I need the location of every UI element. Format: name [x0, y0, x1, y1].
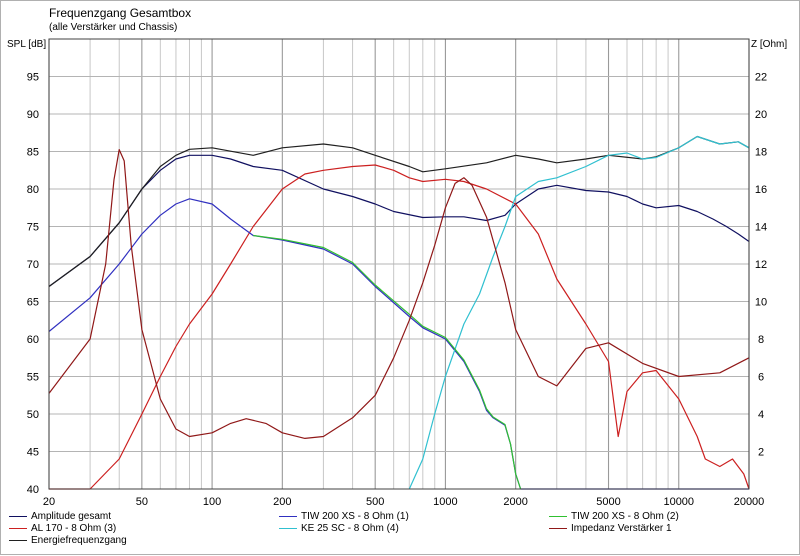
series-line-5	[408, 135, 750, 490]
legend-label: KE 25 SC - 8 Ohm (4)	[301, 523, 399, 534]
y-right-tick-label: 8	[758, 334, 764, 346]
y-left-tick-label: 85	[27, 147, 39, 159]
legend-label: Amplitude gesamt	[31, 511, 112, 522]
y-left-tick-label: 95	[27, 72, 39, 84]
legend-swatch	[9, 539, 27, 541]
series-layer	[48, 135, 750, 490]
legend-item: Amplitude gesamt	[9, 511, 111, 522]
legend-swatch	[549, 515, 567, 517]
x-tick-label: 2000	[503, 496, 527, 508]
y-right-tick-label: 4	[758, 409, 764, 421]
y-left-tick-label: 90	[27, 109, 39, 121]
axes: 20 50 100 200 500 1000 2000 5000 10000 2000040455…	[7, 38, 787, 508]
legend-item: TIW 200 XS - 8 Ohm (2)	[549, 511, 679, 522]
y-left-axis-label: SPL [dB]	[7, 39, 46, 50]
chart-title: Frequenzgang Gesamtbox	[49, 6, 192, 20]
y-left-tick-label: 70	[27, 259, 39, 271]
legend-item: TIW 200 XS - 8 Ohm (1)	[279, 511, 409, 522]
x-tick-label: 5000	[596, 496, 620, 508]
series-line-7	[48, 149, 750, 439]
x-tick-label: 50	[136, 496, 148, 508]
y-right-tick-label: 6	[758, 372, 764, 384]
legend-item: AL 170 - 8 Ohm (3)	[9, 523, 116, 534]
y-left-tick-label: 55	[27, 372, 39, 384]
legend-label: TIW 200 XS - 8 Ohm (1)	[301, 511, 409, 522]
legend-item: KE 25 SC - 8 Ohm (4)	[279, 523, 399, 534]
chart-subtitle: (alle Verstärker und Chassis)	[49, 22, 178, 33]
x-tick-label: 500	[366, 496, 384, 508]
x-tick-label: 100	[203, 496, 221, 508]
y-right-tick-label: 12	[755, 259, 767, 271]
y-right-axis-label: Z [Ohm]	[751, 39, 787, 50]
legend-label: Impedanz Verstärker 1	[571, 523, 672, 534]
x-tick-label: 200	[273, 496, 291, 508]
legend-swatch	[9, 515, 27, 517]
legend-item: Impedanz Verstärker 1	[549, 523, 672, 534]
x-tick-label: 1000	[433, 496, 457, 508]
y-left-tick-label: 45	[27, 447, 39, 459]
y-right-tick-label: 20	[755, 109, 767, 121]
series-line-2	[49, 164, 750, 490]
y-left-tick-label: 40	[27, 484, 39, 496]
y-left-tick-label: 65	[27, 297, 39, 309]
plot-border	[48, 38, 750, 490]
y-left-tick-label: 50	[27, 409, 39, 421]
y-left-tick-label: 60	[27, 334, 39, 346]
y-right-tick-label: 18	[755, 147, 767, 159]
y-left-tick-label: 80	[27, 184, 39, 196]
legend-swatch	[279, 515, 297, 517]
y-left-tick-label: 75	[27, 222, 39, 234]
y-right-tick-label: 10	[755, 297, 767, 309]
legend-swatch	[279, 527, 297, 529]
legend-label: Energiefrequenzgang	[31, 535, 127, 546]
legend-label: AL 170 - 8 Ohm (3)	[31, 523, 117, 534]
x-tick-label: 10000	[663, 496, 694, 508]
legend-swatch	[9, 527, 27, 529]
legend-swatch	[549, 527, 567, 529]
y-right-tick-label: 16	[755, 184, 767, 196]
legend-item: Energiefrequenzgang	[9, 535, 127, 546]
x-tick-label: 20000	[734, 496, 765, 508]
legend-label: TIW 200 XS - 8 Ohm (2)	[571, 511, 679, 522]
x-tick-label: 20	[43, 496, 55, 508]
y-right-tick-label: 2	[758, 447, 764, 459]
y-right-tick-label: 22	[755, 72, 767, 84]
series-line-6	[253, 234, 522, 490]
y-right-tick-label: 14	[755, 222, 767, 234]
series-line-1	[48, 154, 750, 287]
